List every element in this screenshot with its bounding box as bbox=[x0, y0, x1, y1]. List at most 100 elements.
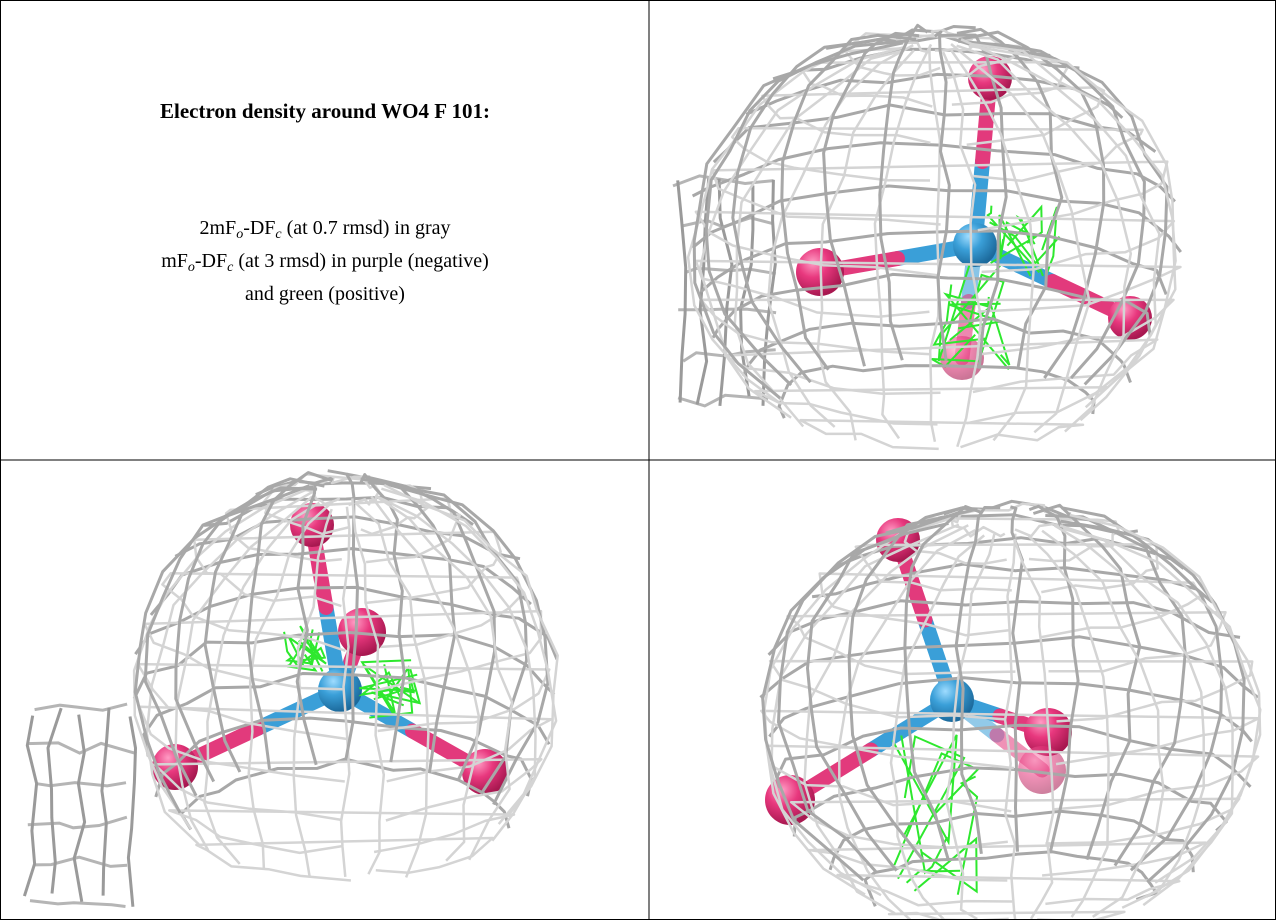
difference-mesh bbox=[932, 284, 987, 346]
mesh-line bbox=[374, 494, 514, 861]
caption-line: and green (positive) bbox=[245, 283, 405, 305]
mesh-line bbox=[29, 899, 126, 908]
mesh-line bbox=[766, 44, 914, 428]
mesh-line bbox=[695, 178, 711, 405]
mesh-line bbox=[1041, 529, 1165, 918]
density-view bbox=[759, 499, 1262, 919]
mesh-line bbox=[46, 707, 63, 894]
mesh-line bbox=[761, 86, 1106, 147]
mesh-line bbox=[383, 483, 559, 816]
mesh-line bbox=[945, 533, 996, 919]
mesh-line bbox=[753, 385, 1109, 426]
mesh-line bbox=[377, 495, 537, 842]
mesh-line bbox=[763, 515, 957, 896]
density-view bbox=[672, 23, 1182, 451]
mesh-line bbox=[838, 529, 976, 919]
mesh-line bbox=[950, 43, 1091, 434]
density-view bbox=[22, 469, 559, 908]
mesh-line bbox=[1060, 519, 1246, 884]
subscript: o bbox=[236, 227, 243, 242]
subscript: c bbox=[227, 260, 234, 275]
mesh-line bbox=[958, 39, 1146, 379]
mesh-line bbox=[816, 49, 915, 441]
difference-mesh bbox=[891, 734, 958, 846]
mesh-line bbox=[887, 910, 1126, 919]
mesh-line bbox=[770, 523, 960, 897]
mesh-line bbox=[351, 498, 386, 875]
mesh-line bbox=[956, 27, 1064, 370]
mesh-line bbox=[834, 536, 1185, 570]
caption-line: 2mFo-DFc (at 0.7 rmsd) in gray bbox=[200, 217, 451, 242]
difference-mesh bbox=[299, 625, 324, 672]
mesh-line bbox=[973, 43, 1169, 386]
mesh-line bbox=[686, 47, 901, 404]
mesh-line bbox=[34, 702, 128, 712]
mesh-line bbox=[1027, 535, 1110, 918]
mesh-line bbox=[941, 51, 983, 448]
caption-text: 2mF bbox=[200, 217, 237, 239]
mesh-line bbox=[822, 31, 920, 367]
mesh-line bbox=[126, 716, 138, 907]
mesh-line bbox=[768, 676, 1253, 743]
caption-text: mF bbox=[161, 250, 188, 272]
mesh-line bbox=[950, 49, 1035, 442]
mesh-line bbox=[739, 185, 755, 397]
mesh-line bbox=[878, 23, 929, 361]
difference-mesh bbox=[897, 735, 966, 880]
difference-mesh bbox=[371, 668, 422, 707]
mesh-line bbox=[246, 471, 333, 770]
mesh-line bbox=[969, 42, 1177, 409]
mesh-line bbox=[203, 501, 321, 865]
mesh-line bbox=[174, 515, 521, 561]
difference-mesh bbox=[998, 214, 1032, 277]
mesh-line bbox=[712, 103, 1157, 164]
mesh-line bbox=[34, 855, 128, 868]
mesh-line bbox=[836, 873, 1181, 907]
mesh-line bbox=[27, 741, 137, 756]
mesh-line bbox=[847, 507, 978, 861]
mesh-line bbox=[22, 715, 39, 897]
caption-text: -DF bbox=[243, 217, 275, 239]
mesh-line bbox=[1003, 533, 1017, 919]
mesh-line bbox=[733, 49, 903, 428]
mesh-line bbox=[676, 180, 688, 403]
mesh-line bbox=[100, 707, 111, 896]
difference-mesh bbox=[931, 334, 982, 368]
mesh-line bbox=[731, 31, 912, 384]
mesh-line bbox=[142, 672, 551, 757]
mesh-line bbox=[161, 572, 524, 652]
caption-text: and green (positive) bbox=[245, 283, 405, 305]
mesh-line bbox=[873, 43, 933, 440]
mesh-line bbox=[339, 506, 351, 878]
mesh-line bbox=[370, 495, 481, 862]
mesh-line bbox=[203, 477, 325, 773]
mesh-line bbox=[359, 473, 406, 763]
oxygen-atom bbox=[338, 608, 386, 656]
mesh-line bbox=[700, 229, 1168, 295]
subscript: c bbox=[275, 227, 282, 242]
mesh-line bbox=[379, 480, 550, 806]
mesh-line bbox=[956, 44, 1133, 433]
mesh-line bbox=[780, 33, 917, 371]
caption-text: (at 3 rmsd) in purple (negative) bbox=[233, 250, 488, 272]
mesh-line bbox=[694, 210, 1176, 277]
caption-line: mFo-DFc (at 3 rmsd) in purple (negative) bbox=[161, 250, 489, 275]
mesh-line bbox=[928, 51, 942, 443]
mesh-line bbox=[799, 418, 1085, 451]
difference-mesh bbox=[298, 646, 327, 664]
mesh-line bbox=[903, 505, 983, 861]
oxygen-atom bbox=[1018, 746, 1066, 794]
mesh-line bbox=[1010, 505, 1024, 852]
mesh-line bbox=[145, 489, 316, 846]
mesh-line bbox=[72, 714, 87, 903]
mesh-line bbox=[174, 495, 314, 851]
mesh-line bbox=[954, 506, 1001, 854]
mesh-line bbox=[1062, 527, 1234, 907]
mesh-line bbox=[344, 472, 359, 759]
mesh-line bbox=[195, 836, 494, 882]
mesh-line bbox=[698, 45, 905, 419]
mesh-line bbox=[960, 38, 1161, 422]
tungsten-atom bbox=[953, 223, 997, 267]
